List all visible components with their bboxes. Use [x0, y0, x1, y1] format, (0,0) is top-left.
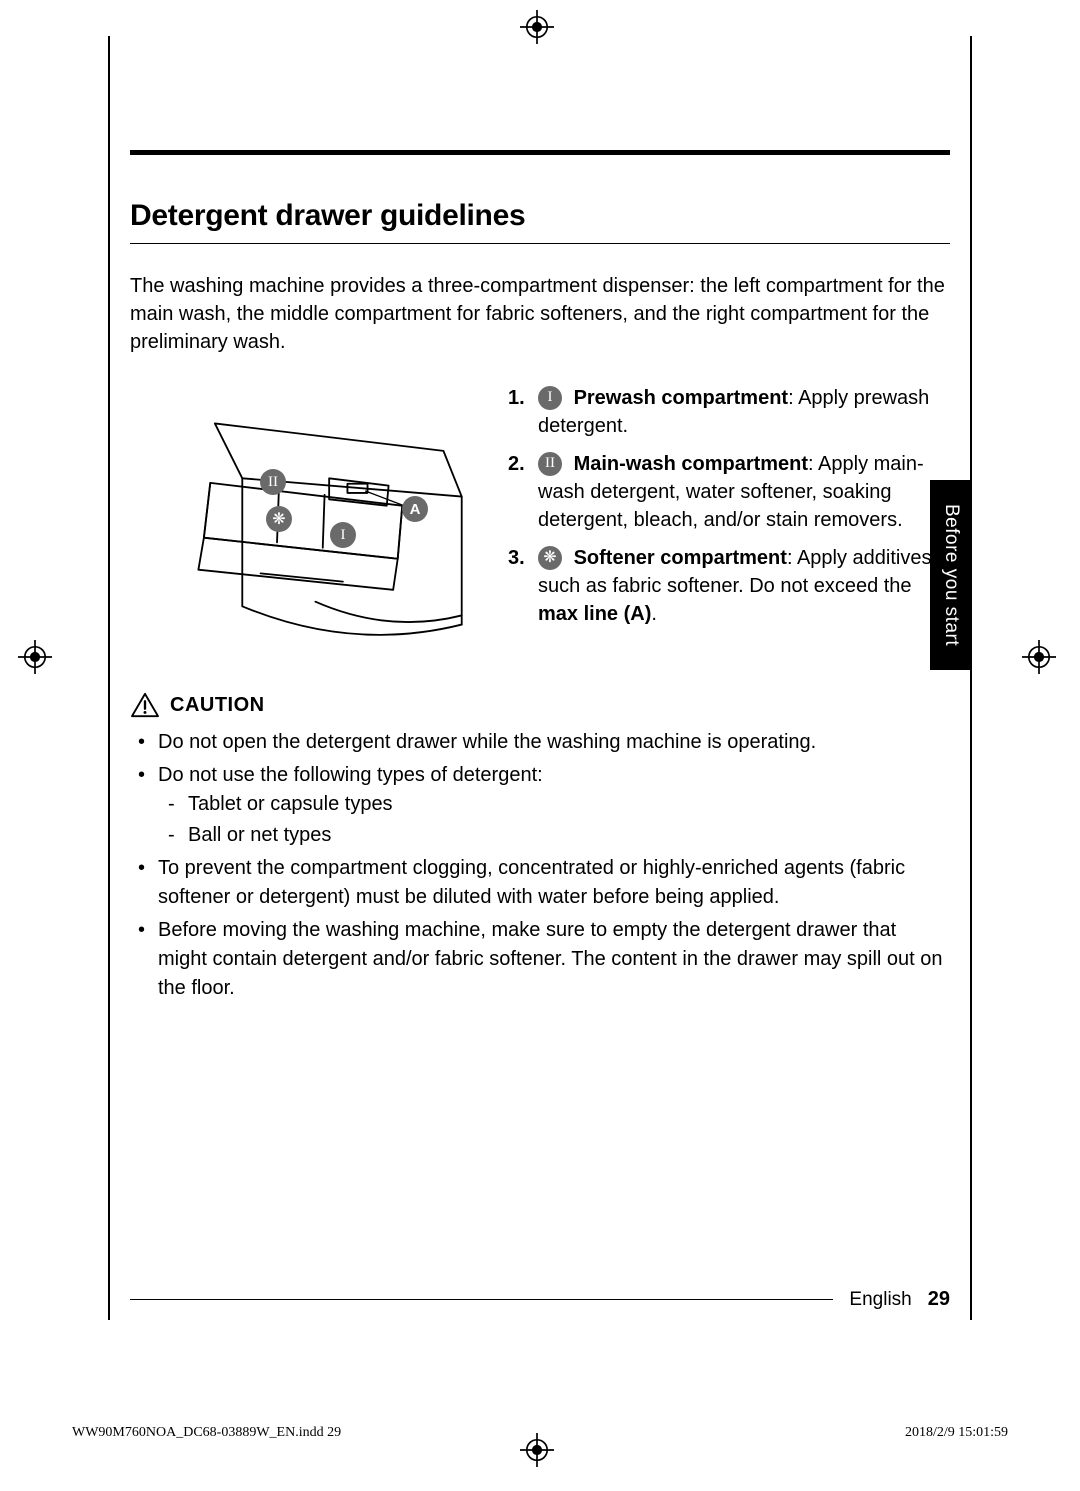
list-item: Do not open the detergent drawer while t…	[158, 728, 950, 757]
figure-label-A-icon: A	[402, 496, 428, 522]
registration-mark-left-icon	[18, 640, 58, 680]
print-timestamp: 2018/2/9 15:01:59	[905, 1425, 1008, 1441]
print-footer: WW90M760NOA_DC68-03889W_EN.indd 29 2018/…	[72, 1425, 1008, 1441]
figure-label-I-icon: I	[330, 522, 356, 548]
list-item: 2. II Main-wash compartment: Apply main-…	[508, 450, 950, 534]
list-item: Do not use the following types of deterg…	[158, 761, 950, 850]
footer-rule	[130, 1299, 833, 1300]
caution-list: Do not open the detergent drawer while t…	[130, 728, 950, 1003]
registration-mark-top-icon	[520, 10, 560, 50]
item-title: Main-wash compartment	[574, 453, 808, 475]
section-title: Detergent drawer guidelines	[130, 199, 950, 244]
trim-line-left	[108, 36, 110, 1320]
trim-line-right	[970, 36, 972, 1320]
item-body-strong: max line (A)	[538, 603, 651, 625]
list-item-text: Do not use the following types of deterg…	[158, 764, 543, 786]
item-number: 3.	[508, 544, 530, 628]
page-footer: English 29	[130, 1288, 950, 1311]
registration-mark-right-icon	[1022, 640, 1062, 680]
list-item: 3. ❋ Softener compartment: Apply additiv…	[508, 544, 950, 628]
list-item: To prevent the compartment clogging, con…	[158, 854, 950, 912]
caution-triangle-icon	[130, 692, 160, 718]
figure-label-softener-icon: ❋	[266, 506, 292, 532]
item-number: 1.	[508, 384, 530, 440]
top-rule	[130, 150, 950, 155]
list-item: 1. I Prewash compartment: Apply prewash …	[508, 384, 950, 440]
list-item: Ball or net types	[188, 821, 950, 850]
item-title: Softener compartment	[574, 547, 787, 569]
list-item: Tablet or capsule types	[188, 790, 950, 819]
softener-icon: ❋	[538, 546, 562, 570]
roman-I-icon: I	[538, 386, 562, 410]
list-item: Before moving the washing machine, make …	[158, 916, 950, 1003]
detergent-drawer-figure: II ❋ I A	[130, 384, 480, 664]
roman-II-icon: II	[538, 452, 562, 476]
print-file-name: WW90M760NOA_DC68-03889W_EN.indd 29	[72, 1425, 341, 1441]
caution-label: CAUTION	[170, 694, 265, 717]
footer-language: English	[849, 1289, 911, 1311]
compartment-list: 1. I Prewash compartment: Apply prewash …	[508, 384, 950, 664]
item-number: 2.	[508, 450, 530, 534]
item-body-post: .	[651, 603, 657, 625]
page-content: Detergent drawer guidelines The washing …	[130, 150, 950, 1007]
intro-paragraph: The washing machine provides a three-com…	[130, 272, 950, 356]
figure-label-II-icon: II	[260, 469, 286, 495]
item-title: Prewash compartment	[574, 387, 789, 409]
caution-header: CAUTION	[130, 692, 950, 718]
footer-page-number: 29	[928, 1288, 950, 1311]
